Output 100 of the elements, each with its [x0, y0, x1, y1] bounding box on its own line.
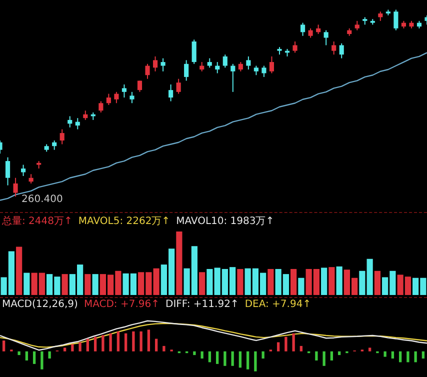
- bar: [162, 346, 166, 352]
- bar: [92, 274, 98, 295]
- bar: [292, 333, 295, 352]
- text: MACD: +7.96↑: [84, 299, 160, 310]
- candlestick: [300, 22, 306, 36]
- candlestick: [324, 30, 328, 46]
- bar: [176, 232, 182, 295]
- bar: [276, 342, 280, 352]
- bar: [71, 344, 74, 352]
- text: DIFF: +11.92↑: [166, 299, 239, 310]
- candlestick: [75, 118, 80, 130]
- bar: [231, 351, 234, 366]
- bar: [374, 270, 380, 295]
- candlestick: [21, 164, 26, 176]
- bar: [322, 351, 326, 366]
- bar: [359, 270, 366, 295]
- candlestick: [60, 128, 64, 145]
- candlestick: [332, 40, 336, 56]
- bar: [193, 351, 196, 356]
- bar: [208, 351, 212, 362]
- bar: [315, 351, 318, 360]
- bar: [414, 351, 417, 362]
- candlestick: [354, 20, 360, 31]
- candlestick: [122, 84, 127, 98]
- text: DEA: +7.94↑: [244, 299, 312, 310]
- bar: [25, 351, 28, 360]
- bar: [268, 268, 274, 295]
- candlestick: [114, 91, 119, 104]
- candlestick: [222, 54, 228, 68]
- bar: [422, 351, 425, 359]
- bar: [246, 351, 250, 370]
- text: MAVOL5: 2262万↑: [78, 216, 170, 227]
- candlestick: [184, 60, 189, 82]
- bar: [300, 346, 303, 352]
- text: MAVOL10: 1983万↑: [176, 216, 274, 227]
- candlestick: [68, 116, 72, 128]
- bar: [94, 336, 97, 352]
- bar: [284, 336, 288, 352]
- candlestick: [83, 110, 88, 120]
- candlestick: [160, 58, 166, 72]
- bar: [18, 351, 20, 356]
- bar: [124, 333, 128, 352]
- candlestick: [394, 9, 398, 31]
- candlestick: [28, 174, 34, 184]
- bar: [78, 342, 82, 352]
- text: MACD(12,26,9): [2, 299, 78, 310]
- bar: [63, 348, 66, 352]
- candlestick: [262, 65, 266, 78]
- bar: [40, 351, 44, 370]
- candlestick: [308, 28, 313, 38]
- candlestick: [106, 93, 111, 106]
- candlestick: [5, 156, 10, 186]
- bar: [140, 331, 142, 352]
- bar: [237, 268, 244, 295]
- bar: [132, 331, 135, 352]
- bar: [206, 268, 213, 295]
- bar: [336, 266, 342, 295]
- bar: [238, 351, 242, 368]
- bar: [366, 258, 373, 295]
- bar: [147, 330, 150, 352]
- bar: [153, 268, 160, 295]
- bar: [24, 272, 30, 295]
- bar: [86, 338, 90, 352]
- candlestick: [13, 177, 18, 198]
- bar: [216, 351, 219, 364]
- bar: [48, 351, 51, 359]
- candlestick: [145, 63, 150, 80]
- bar: [102, 335, 104, 352]
- candlestick: [254, 65, 258, 76]
- bar: [290, 268, 297, 295]
- bar: [62, 274, 68, 295]
- candlestick: [168, 84, 174, 102]
- bar: [321, 268, 328, 295]
- candlestick: [230, 63, 236, 92]
- bar: [391, 351, 394, 359]
- bar: [262, 351, 264, 359]
- bar: [109, 333, 112, 352]
- candlestick: [246, 56, 251, 70]
- bar: [398, 351, 402, 362]
- candlestick: [176, 78, 181, 94]
- bar: [154, 338, 158, 352]
- candlestick: [378, 11, 383, 22]
- text: 总量: 2448万↑: [2, 216, 72, 227]
- bar: [84, 274, 91, 295]
- candlestick: [130, 91, 134, 104]
- bar: [328, 267, 335, 295]
- bar: [116, 331, 120, 352]
- candlestick: [292, 40, 298, 54]
- bar: [2, 340, 6, 352]
- candlestick: [192, 39, 196, 64]
- bar: [338, 351, 341, 356]
- candlestick: [207, 58, 212, 68]
- candlestick: [98, 100, 104, 113]
- bar: [406, 351, 410, 362]
- candlestick: [339, 42, 344, 59]
- bar: [224, 351, 226, 366]
- candlestick: [137, 80, 142, 92]
- bar: [368, 348, 372, 352]
- bar: [330, 351, 334, 360]
- bar: [199, 272, 206, 295]
